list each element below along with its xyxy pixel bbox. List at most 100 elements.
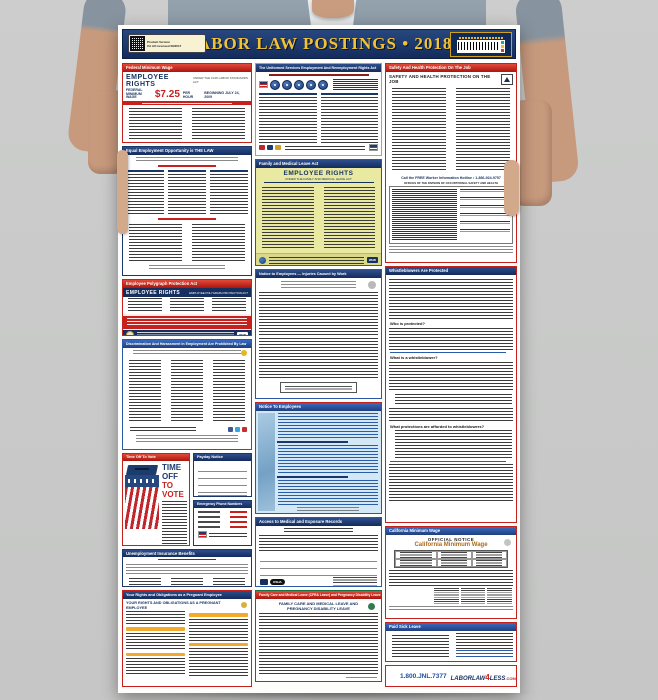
emergency-footer [198,531,247,538]
us-flag-icon [198,531,207,538]
person-left-fingers [117,150,128,234]
text-lines [162,501,187,545]
ca-min-wage-header: California Minimum Wage [386,527,516,535]
text-lines [171,360,203,422]
payday-emergency-stack: Payday Notice Emergency Phone Numbers [193,453,252,549]
office-row [459,197,510,202]
text-lines [278,413,378,439]
brand-part4: .COM [505,676,516,681]
text-lines [389,303,513,319]
numbered-list-lines [395,394,512,406]
color-chips [501,40,504,52]
barcode-label [450,32,512,57]
address-text-lines [332,577,377,586]
unemployment-contact-columns [126,576,248,586]
section-payday-notice: Payday Notice [193,453,252,497]
text-lines [389,482,513,502]
vote-line1: TIME OFF [162,463,182,481]
eeo-col [210,169,248,216]
vote-header: Time Off To Vote [123,454,189,461]
section-cfra-pdl: Family Care and Medical Leave (CFRA Leav… [255,590,382,682]
text-lines [129,108,182,140]
edd-header: Notice To Employees [256,403,381,411]
medical-records-header: Access to Medical and Exposure Records [256,518,381,526]
wage-row: FEDERAL MINIMUM WAGE $7.25 PER HOUR BEGI… [123,88,251,101]
ca-min-wage-title: California Minimum Wage [414,542,488,548]
product-version-text: Product Version CA All Licensed 09/2017 [147,40,181,48]
fmla-columns [259,185,378,251]
footer-text-lines [135,435,239,443]
dense-text-block [333,79,378,90]
section-eeo-is-the-law: Equal Employment Opportunity is THE LAW [122,146,252,276]
text-lines [284,385,353,390]
text-lines [259,292,378,336]
orange-subhead [126,652,185,656]
signature-box [280,382,357,393]
facebook-icon [228,426,233,432]
userra-header: The Uniformed Services Employment And Re… [256,64,381,72]
text-lines [389,606,513,612]
text-lines [129,578,161,586]
whd-badge: WHD [236,331,248,336]
section-polygraph-act: Employee Polygraph Protection Act EMPLOY… [122,279,252,336]
person-neck [312,0,354,18]
column-left: Federal Minimum Wage EMPLOYEE RIGHTS UND… [122,63,252,690]
userra-subtitle-line [268,74,369,76]
pregnancy-header: Your Rights and Obligations as a Pregnan… [123,591,251,599]
red-divider [158,218,216,220]
text-lines [389,362,513,392]
employee-rights-title: EMPLOYEE RIGHTS [126,289,181,296]
chip-teal [501,40,504,44]
text-lines [198,495,247,496]
injuries-header: Notice to Employees — Injuries Caused by… [256,270,381,278]
flsa-body-text [126,106,248,142]
qr-line2: CA All Licensed 09/2017 [147,43,182,48]
text-lines [259,97,317,143]
text-lines [323,187,375,249]
text-lines [189,618,248,641]
logo-chip-red [259,145,265,150]
barcode-bars-icon [458,42,500,50]
sick-leave-col [456,633,513,661]
text-lines [456,633,513,649]
youtube-icon [242,426,247,432]
text-lines [285,145,365,150]
vote-line2: TO VOTE [162,481,184,499]
text-lines [210,174,248,216]
hyperlink-lines [456,650,513,657]
section-edd-notice-to-employees: Notice To Employees [255,402,382,514]
edd-body [256,411,381,513]
poster-footer-bar: 1.800.JNL.7377 LABORLAW4LESS.COM [385,665,517,687]
text-lines [392,635,449,659]
orange-subhead [126,627,185,631]
numbered-list-lines [395,430,512,460]
fmla-subtitle: UNDER THE FAMILY AND MEDICAL LEAVE ACT [285,177,352,181]
dir-logo-icon [260,579,268,585]
discrimination-header: Discrimination And Harassment in Employm… [123,340,251,348]
eeo-header: Equal Employment Opportunity is THE LAW [123,147,251,155]
table-column [434,588,459,604]
watermark-photo [258,413,275,511]
subhead-bar [168,170,206,172]
text-lines [171,578,203,586]
ballot-stars [128,479,156,483]
orange-subhead [189,642,248,646]
service-branch-icon [318,79,328,90]
cfra-header: Family Care and Medical Leave (CFRA Leav… [256,591,381,599]
service-branch-icon [306,79,316,90]
dol-seal-icon [259,256,266,264]
office-row [459,205,510,210]
section-california-minimum-wage: California Minimum Wage OFFICIAL NOTICE … [385,526,517,619]
fmla-header: Family and Medical Leave Act [256,160,381,168]
divider-rule [263,182,374,183]
column-middle: The Uniformed Services Employment And Re… [255,63,382,690]
federal-minimum-wage-header: Federal Minimum Wage [123,64,251,72]
text-lines [213,360,245,422]
ballot-lid [125,465,159,475]
table-cell [472,551,507,559]
footer-text-lines [137,332,234,335]
form-line [260,569,377,576]
labor-law-poster: Product Version CA All Licensed 09/2017 … [118,25,520,693]
red-band [123,101,251,105]
